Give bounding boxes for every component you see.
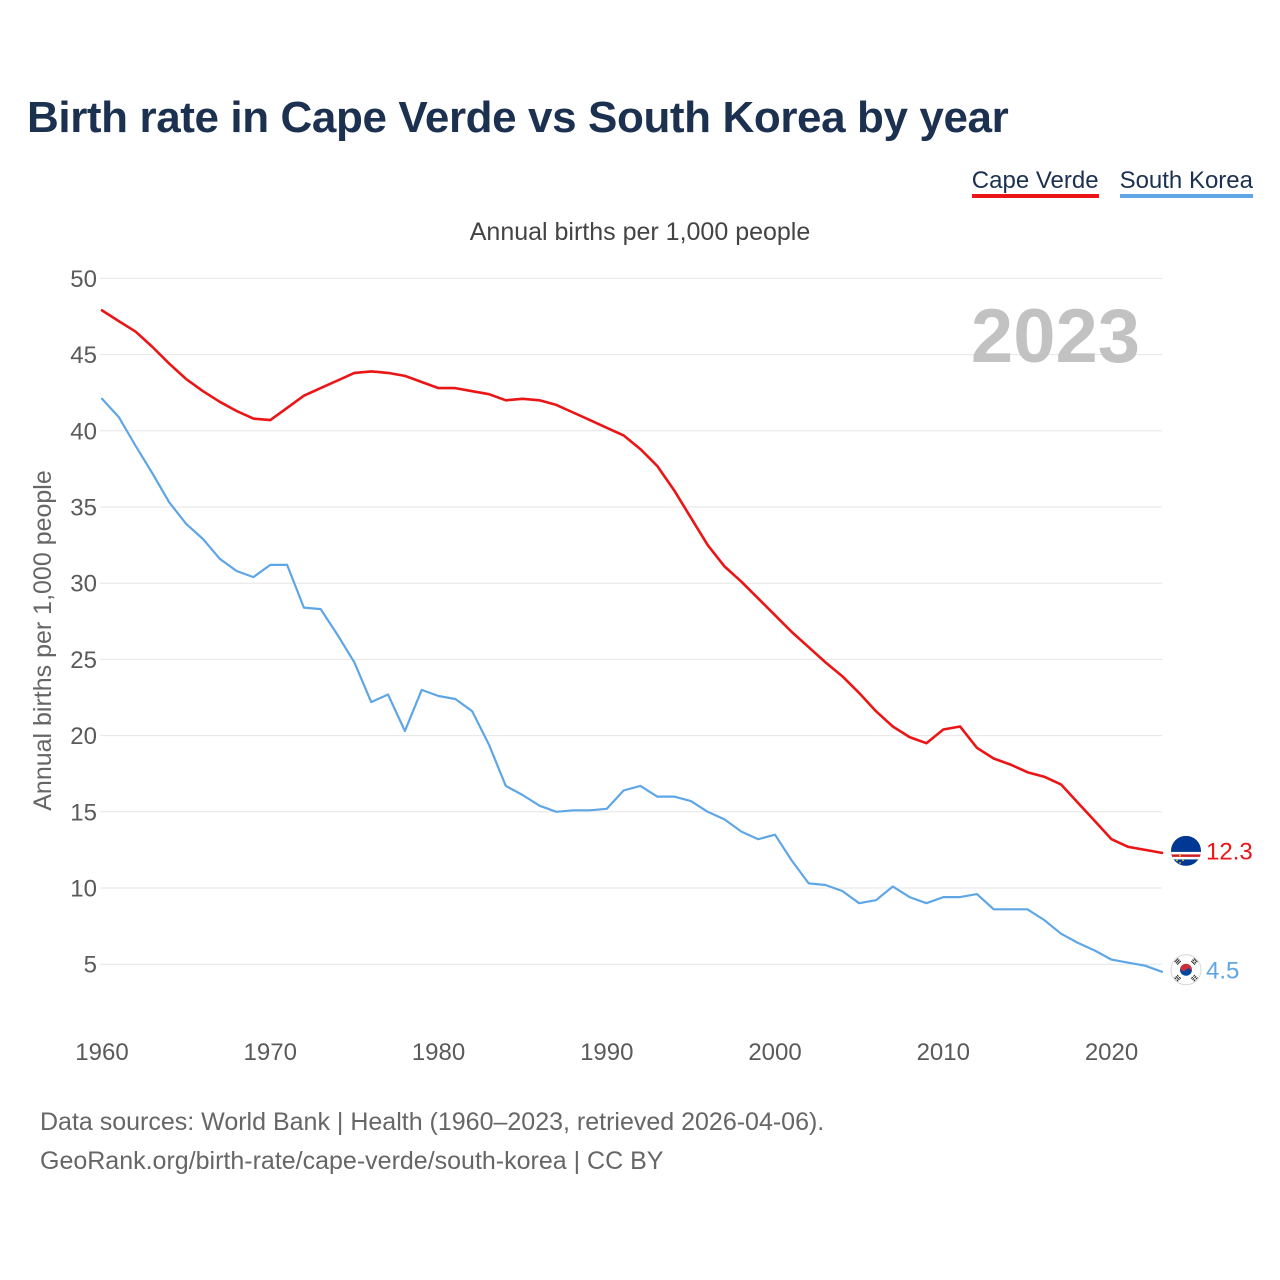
- gridlines: [100, 277, 1162, 965]
- legend-label-cape-verde: Cape Verde: [971, 167, 1099, 194]
- series-south-korea: [100, 397, 1164, 973]
- source-url: GeoRank.org/birth-rate/cape-verde/south-…: [40, 1147, 664, 1175]
- y-tick-label: 25: [70, 647, 97, 674]
- series-line-south-korea: [100, 397, 1164, 973]
- end-label-cape-verde: 12.3: [1206, 838, 1253, 865]
- year-watermark: 2023: [971, 294, 1140, 379]
- y-tick-label: 40: [70, 418, 97, 445]
- chart-subtitle: Annual births per 1,000 people: [470, 218, 811, 246]
- series-line-cape-verde: [100, 309, 1164, 855]
- data-sources-note: Data sources: World Bank | Health (1960–…: [40, 1108, 825, 1136]
- end-label-south-korea: 4.5: [1206, 957, 1239, 984]
- y-tick-label: 5: [84, 952, 97, 979]
- south-korea-flag-icon: [1170, 954, 1202, 986]
- x-tick-label: 2000: [748, 1039, 801, 1066]
- y-tick-label: 30: [70, 571, 97, 598]
- y-tick-label: 15: [70, 799, 97, 826]
- x-axis-ticks: 1960 1970 1980 1990 2000 2010 2020: [75, 1039, 1138, 1066]
- end-labels: 12.3 4.5: [1206, 838, 1253, 984]
- chart-title: Birth rate in Cape Verde vs South Korea …: [27, 93, 1009, 142]
- y-tick-label: 45: [70, 342, 97, 369]
- legend-label-south-korea: South Korea: [1119, 167, 1253, 194]
- y-tick-label: 10: [70, 876, 97, 903]
- footer: Data sources: World Bank | Health (1960–…: [40, 1103, 824, 1181]
- legend-item-south-korea[interactable]: South Korea: [1119, 167, 1253, 198]
- y-axis-label: Annual births per 1,000 people: [29, 470, 57, 811]
- x-tick-label: 1980: [412, 1039, 465, 1066]
- x-tick-label: 2020: [1085, 1039, 1138, 1066]
- y-tick-label: 35: [70, 495, 97, 522]
- series-cape-verde: [100, 309, 1164, 855]
- y-tick-label: 20: [70, 723, 97, 750]
- x-tick-label: 1960: [75, 1039, 128, 1066]
- x-tick-label: 1990: [580, 1039, 633, 1066]
- y-axis-ticks: 5 10 15 20 25 30 35 40 45 50: [70, 266, 97, 979]
- legend: Cape Verde South Korea: [971, 167, 1253, 198]
- legend-item-cape-verde[interactable]: Cape Verde: [971, 167, 1099, 198]
- y-tick-label: 50: [70, 266, 97, 293]
- cape-verde-flag-icon: [1171, 835, 1201, 866]
- x-tick-label: 1970: [244, 1039, 297, 1066]
- x-tick-label: 2010: [917, 1039, 970, 1066]
- series-lines: [100, 309, 1164, 973]
